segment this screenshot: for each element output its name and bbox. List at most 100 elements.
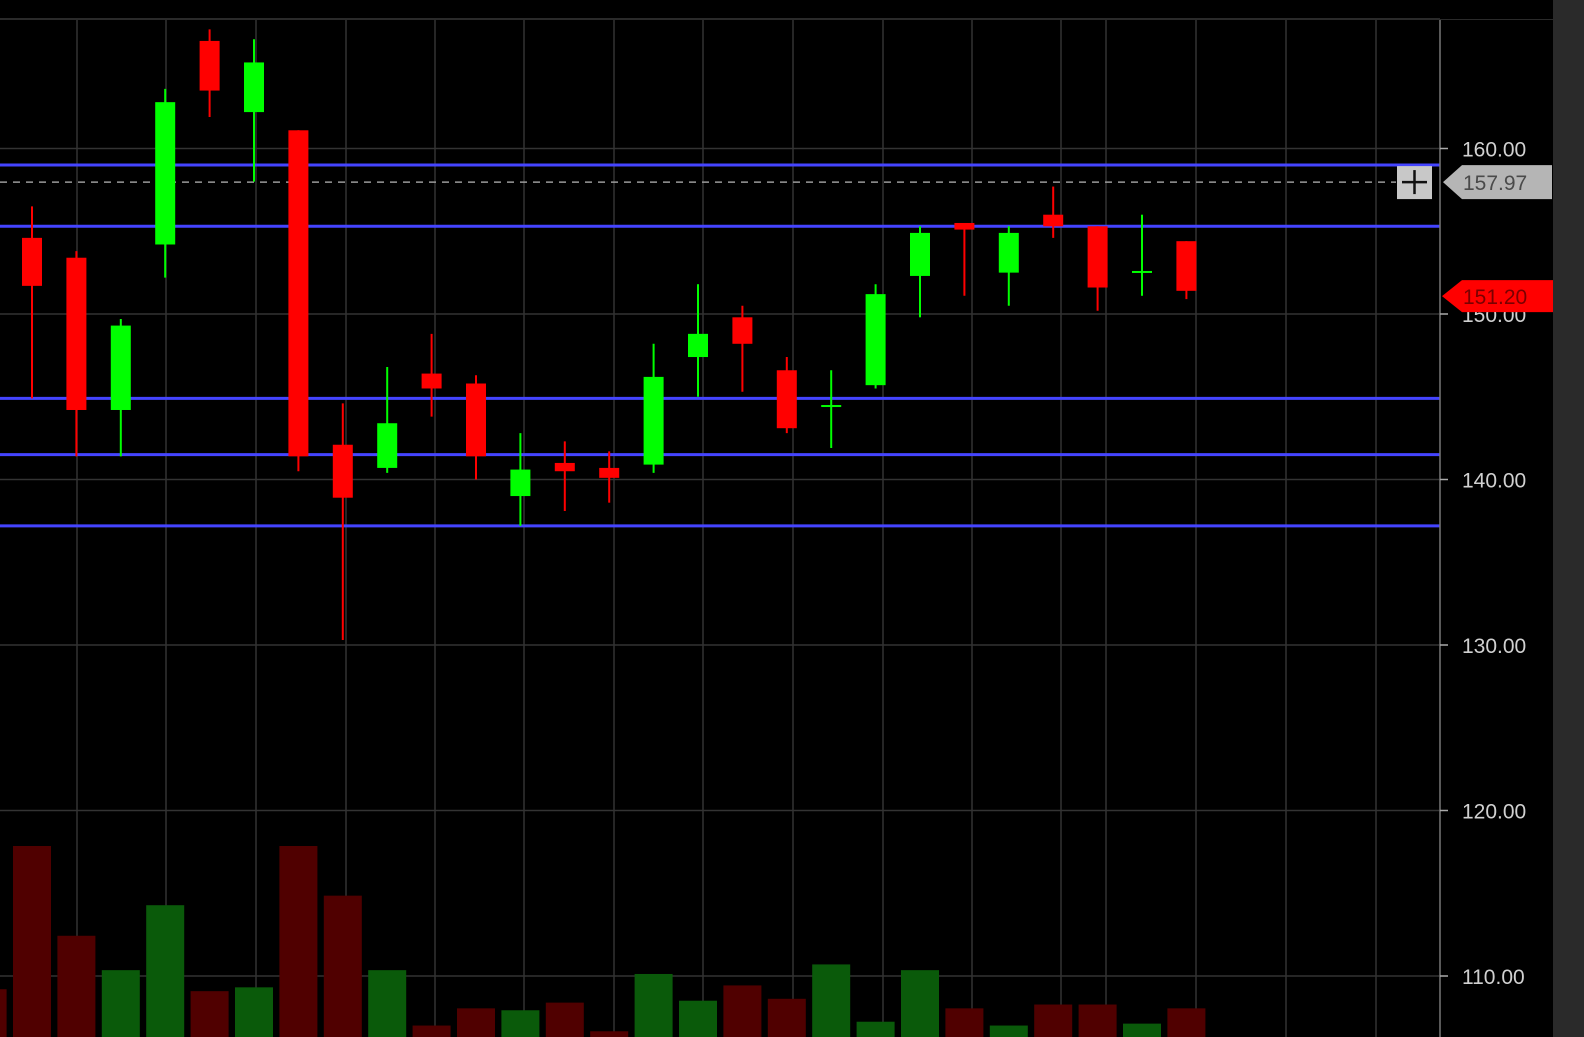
candle (643, 343, 664, 473)
candle (1043, 186, 1064, 238)
candle-body (421, 373, 442, 389)
volume-bar (723, 985, 762, 1037)
candle-body (599, 467, 620, 478)
candle (110, 318, 131, 457)
grid (0, 18, 1584, 1037)
crosshair-price-tag-bg (1443, 165, 1552, 200)
plus-icon[interactable] (1397, 166, 1432, 200)
crosshair-price-tag: 157.97 (1443, 165, 1552, 200)
volume-bar (989, 1025, 1028, 1037)
volume-bar (412, 1025, 451, 1037)
axis-tick-label: 130.00 (1462, 635, 1526, 658)
candle-body (732, 317, 753, 344)
candle-body (288, 130, 309, 457)
candle (466, 375, 486, 480)
volume-bar (190, 991, 229, 1037)
candle-body (199, 40, 220, 91)
candle (910, 226, 930, 318)
candle-body (66, 257, 87, 410)
candle-body (510, 469, 531, 497)
volume-bar (323, 895, 362, 1037)
volume-bar (279, 846, 318, 1037)
volume-bar (812, 964, 851, 1037)
candle (1087, 226, 1108, 311)
volume-bar (13, 846, 51, 1037)
volume-bar (856, 1021, 895, 1037)
candle (377, 366, 398, 473)
candle (954, 222, 975, 296)
candle (244, 39, 264, 182)
candle-body (377, 423, 398, 468)
volume-bar (235, 987, 273, 1037)
volume-bar (901, 970, 939, 1037)
axis-header (1440, 0, 1553, 19)
last-price-tag: 151.20 (1442, 280, 1553, 313)
axis-tick-label: 140.00 (1462, 470, 1526, 493)
volume-bar (368, 970, 407, 1037)
candle-body (865, 294, 886, 386)
volume-bar (457, 1008, 495, 1037)
candle (998, 226, 1019, 306)
candle-body (821, 405, 842, 408)
candle (732, 305, 753, 392)
volume-bar (101, 970, 140, 1037)
candle-body (332, 444, 353, 498)
candle-body (954, 222, 975, 230)
volume-bar (0, 989, 7, 1037)
right-scroll-strip[interactable] (1553, 0, 1584, 1037)
candlesticks (22, 29, 1197, 641)
volume-bar (57, 935, 96, 1037)
candle (66, 251, 87, 457)
last-price-label: 151.20 (1463, 286, 1527, 309)
axis-tick-label: 160.00 (1462, 139, 1526, 162)
candle (22, 206, 42, 399)
candle (554, 441, 575, 511)
volume-bar (767, 998, 806, 1037)
candle-body (998, 232, 1019, 273)
volume-bars (0, 846, 1206, 1037)
volume-bar (1167, 1008, 1206, 1037)
candle-body (776, 370, 797, 429)
candle-body (1176, 241, 1197, 291)
candle-body (1087, 226, 1108, 288)
volume-bar (1034, 1004, 1073, 1037)
candle (1132, 214, 1152, 296)
candle-body (155, 102, 176, 245)
candle-body (1043, 214, 1064, 227)
candle (510, 433, 531, 526)
volume-bar (1123, 1023, 1161, 1037)
volume-bar (146, 905, 185, 1037)
volume-bar (679, 1000, 717, 1037)
axis-tick-label: 110.00 (1462, 966, 1525, 989)
candle-body (554, 462, 575, 472)
crosshair-price-label: 157.97 (1463, 172, 1527, 195)
volume-bar (590, 1031, 629, 1037)
candle-body (1132, 270, 1152, 273)
candle (421, 333, 442, 417)
volume-bar (634, 973, 673, 1037)
volume-bar (501, 1010, 540, 1037)
horizontal-level-lines (0, 163, 1440, 528)
candle-body (466, 383, 486, 457)
candle-body (22, 237, 42, 286)
candle (1176, 241, 1197, 300)
candle-body (643, 376, 664, 465)
candle (688, 284, 708, 397)
candle (821, 370, 842, 449)
candle (199, 29, 220, 118)
volume-bar (545, 1002, 584, 1037)
candle (288, 130, 309, 472)
candle-body (688, 333, 708, 358)
last-price-tag-bg (1442, 280, 1553, 313)
candle (599, 451, 620, 503)
candle (865, 284, 886, 389)
volume-bar (945, 1008, 984, 1037)
candle (332, 403, 353, 641)
candle (776, 357, 797, 434)
axis-tick-label: 120.00 (1462, 801, 1526, 824)
volume-bar (1078, 1004, 1117, 1037)
candle-body (110, 325, 131, 410)
